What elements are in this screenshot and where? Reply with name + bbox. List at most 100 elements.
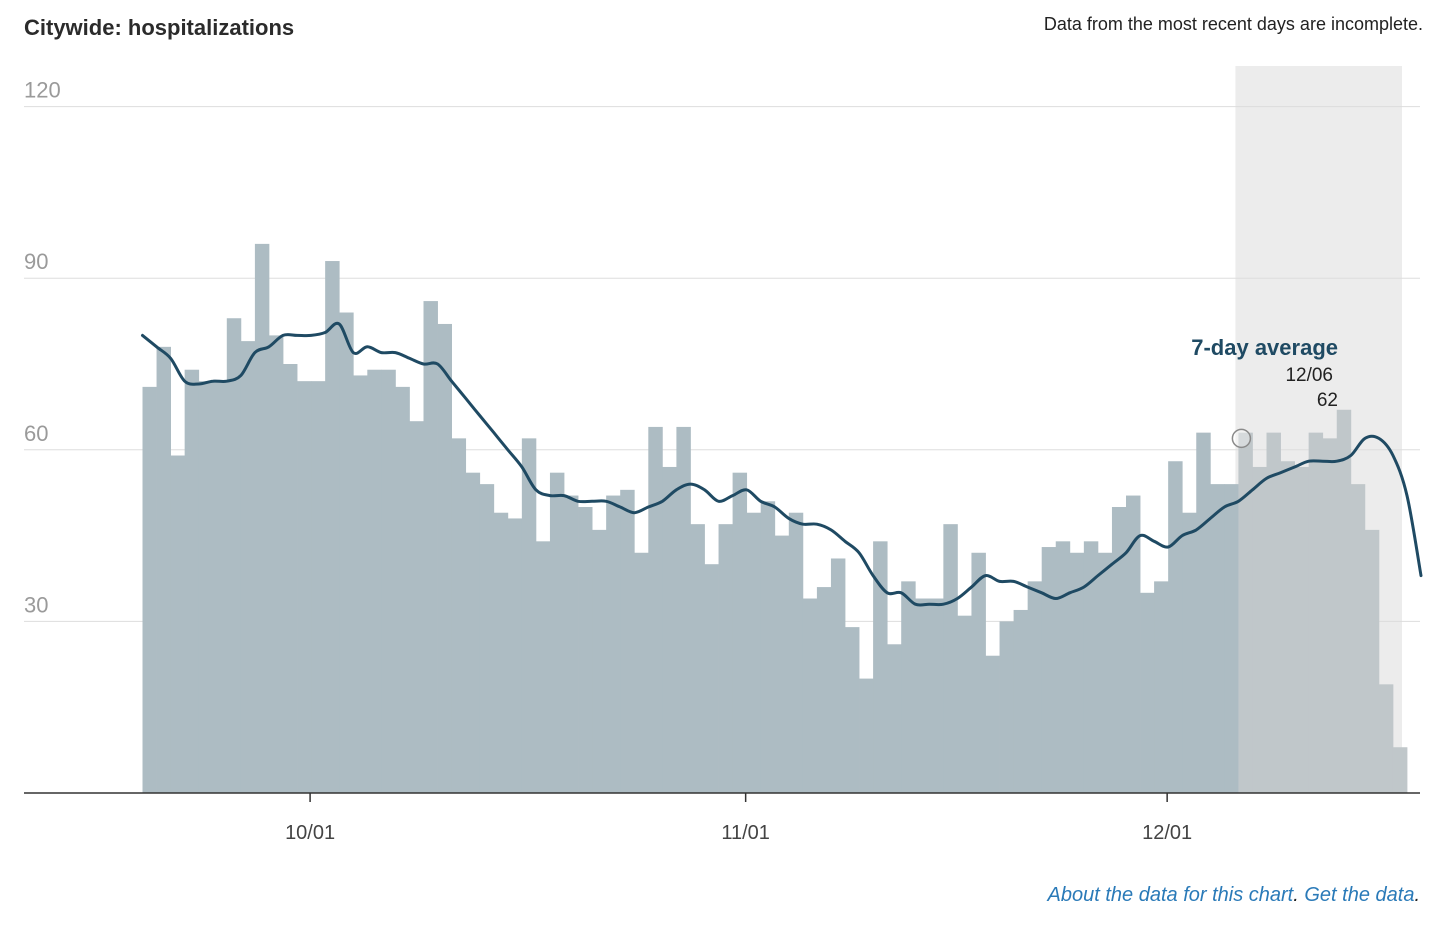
bar-day-36 bbox=[648, 426, 663, 793]
bar-day-7 bbox=[240, 341, 256, 793]
bar-day-50 bbox=[845, 627, 860, 793]
bar-day-20 bbox=[423, 301, 438, 793]
bar-day-64 bbox=[1041, 547, 1057, 793]
bar-day-39 bbox=[690, 524, 705, 793]
annotation-date: 12/06 bbox=[1285, 365, 1333, 386]
bar-day-66 bbox=[1069, 552, 1085, 793]
bar-day-41 bbox=[718, 524, 733, 793]
bar-day-23 bbox=[465, 472, 481, 793]
bar-day-24 bbox=[479, 484, 495, 793]
bar-day-74 bbox=[1182, 512, 1197, 793]
bar-day-63 bbox=[1027, 581, 1043, 793]
bar-day-61 bbox=[999, 621, 1014, 793]
y-tick-60: 60 bbox=[24, 421, 48, 446]
bar-day-30 bbox=[564, 495, 579, 793]
about-data-link[interactable]: About the data for this chart bbox=[1047, 884, 1294, 906]
bar-day-60 bbox=[985, 655, 1000, 793]
bar-day-83 bbox=[1308, 432, 1324, 793]
bar-day-16 bbox=[367, 369, 382, 793]
bar-day-68 bbox=[1097, 552, 1113, 793]
bar-day-44 bbox=[760, 501, 776, 793]
bar-day-54 bbox=[901, 581, 916, 793]
bar-day-49 bbox=[830, 558, 846, 793]
bar-day-43 bbox=[746, 512, 762, 793]
bar-day-86 bbox=[1350, 484, 1366, 793]
bar-day-17 bbox=[381, 369, 396, 793]
bar-day-55 bbox=[915, 598, 930, 793]
bar-day-34 bbox=[620, 489, 635, 793]
bar-day-22 bbox=[451, 438, 467, 793]
bar-day-21 bbox=[437, 323, 452, 793]
bar-day-56 bbox=[929, 598, 944, 793]
bar-day-35 bbox=[634, 552, 649, 793]
bar-day-5 bbox=[212, 381, 228, 793]
bar-day-26 bbox=[507, 518, 523, 793]
chart-footer: About the data for this chart. Get the d… bbox=[1048, 884, 1420, 907]
bar-day-10 bbox=[283, 364, 298, 793]
bar-day-42 bbox=[732, 472, 748, 793]
bar-day-59 bbox=[971, 552, 986, 793]
bar-day-70 bbox=[1126, 495, 1141, 793]
bar-day-13 bbox=[325, 261, 340, 793]
bar-day-47 bbox=[802, 598, 818, 793]
bar-day-52 bbox=[873, 541, 888, 793]
bar-day-37 bbox=[662, 466, 677, 793]
seven-day-average-line bbox=[141, 321, 1423, 607]
y-tick-90: 90 bbox=[24, 249, 48, 274]
footer-end: . bbox=[1414, 884, 1420, 906]
bar-day-19 bbox=[409, 421, 424, 793]
x-tick-10-01: 10/01 bbox=[285, 822, 335, 844]
bar-day-25 bbox=[493, 512, 509, 793]
bar-day-4 bbox=[198, 381, 214, 793]
bar-day-78 bbox=[1238, 432, 1253, 793]
bar-day-27 bbox=[521, 438, 537, 793]
bar-day-53 bbox=[887, 644, 902, 793]
bar-day-28 bbox=[535, 541, 551, 793]
bar-day-18 bbox=[395, 386, 410, 793]
bar-day-8 bbox=[254, 243, 270, 793]
bar-day-89 bbox=[1392, 747, 1408, 793]
y-tick-120: 120 bbox=[24, 78, 61, 103]
bar-day-84 bbox=[1322, 438, 1338, 793]
bar-day-81 bbox=[1280, 461, 1295, 793]
bar-day-69 bbox=[1111, 507, 1127, 793]
bar-day-9 bbox=[268, 335, 284, 793]
bar-day-0 bbox=[142, 386, 157, 793]
bar-day-62 bbox=[1013, 609, 1029, 793]
bar-day-79 bbox=[1252, 466, 1267, 793]
bar-day-32 bbox=[592, 529, 607, 793]
bar-day-58 bbox=[957, 615, 972, 793]
bar-day-51 bbox=[859, 678, 874, 793]
annotation-marker bbox=[1231, 428, 1252, 449]
bar-day-40 bbox=[704, 564, 719, 793]
bar-day-14 bbox=[339, 312, 354, 793]
bar-day-87 bbox=[1364, 529, 1380, 793]
bar-day-76 bbox=[1210, 484, 1225, 793]
footer-separator: . bbox=[1293, 884, 1305, 906]
annotation-value: 62 bbox=[1317, 390, 1338, 411]
bar-day-45 bbox=[774, 535, 790, 793]
bar-day-77 bbox=[1224, 484, 1239, 793]
bar-day-31 bbox=[578, 507, 593, 793]
incomplete-data-note: Data from the most recent days are incom… bbox=[1043, 14, 1423, 34]
bar-day-33 bbox=[606, 495, 621, 793]
bar-day-3 bbox=[184, 369, 200, 793]
bar-day-11 bbox=[297, 381, 312, 793]
bar-day-82 bbox=[1294, 466, 1310, 793]
bar-day-73 bbox=[1168, 461, 1183, 793]
bar-day-29 bbox=[549, 472, 565, 793]
bar-day-6 bbox=[226, 318, 242, 793]
bar-day-2 bbox=[170, 455, 186, 793]
bar-day-71 bbox=[1140, 592, 1155, 793]
bar-day-80 bbox=[1266, 432, 1281, 793]
chart-title: Citywide: hospitalizations bbox=[24, 15, 295, 40]
bar-day-88 bbox=[1378, 684, 1394, 793]
bar-day-48 bbox=[816, 587, 832, 793]
bar-day-65 bbox=[1055, 541, 1071, 793]
get-data-link[interactable]: Get the data bbox=[1304, 884, 1415, 906]
y-tick-30: 30 bbox=[24, 592, 48, 617]
bar-day-12 bbox=[311, 381, 326, 793]
x-tick-11-01: 11/01 bbox=[721, 822, 770, 844]
bar-day-38 bbox=[676, 426, 691, 793]
